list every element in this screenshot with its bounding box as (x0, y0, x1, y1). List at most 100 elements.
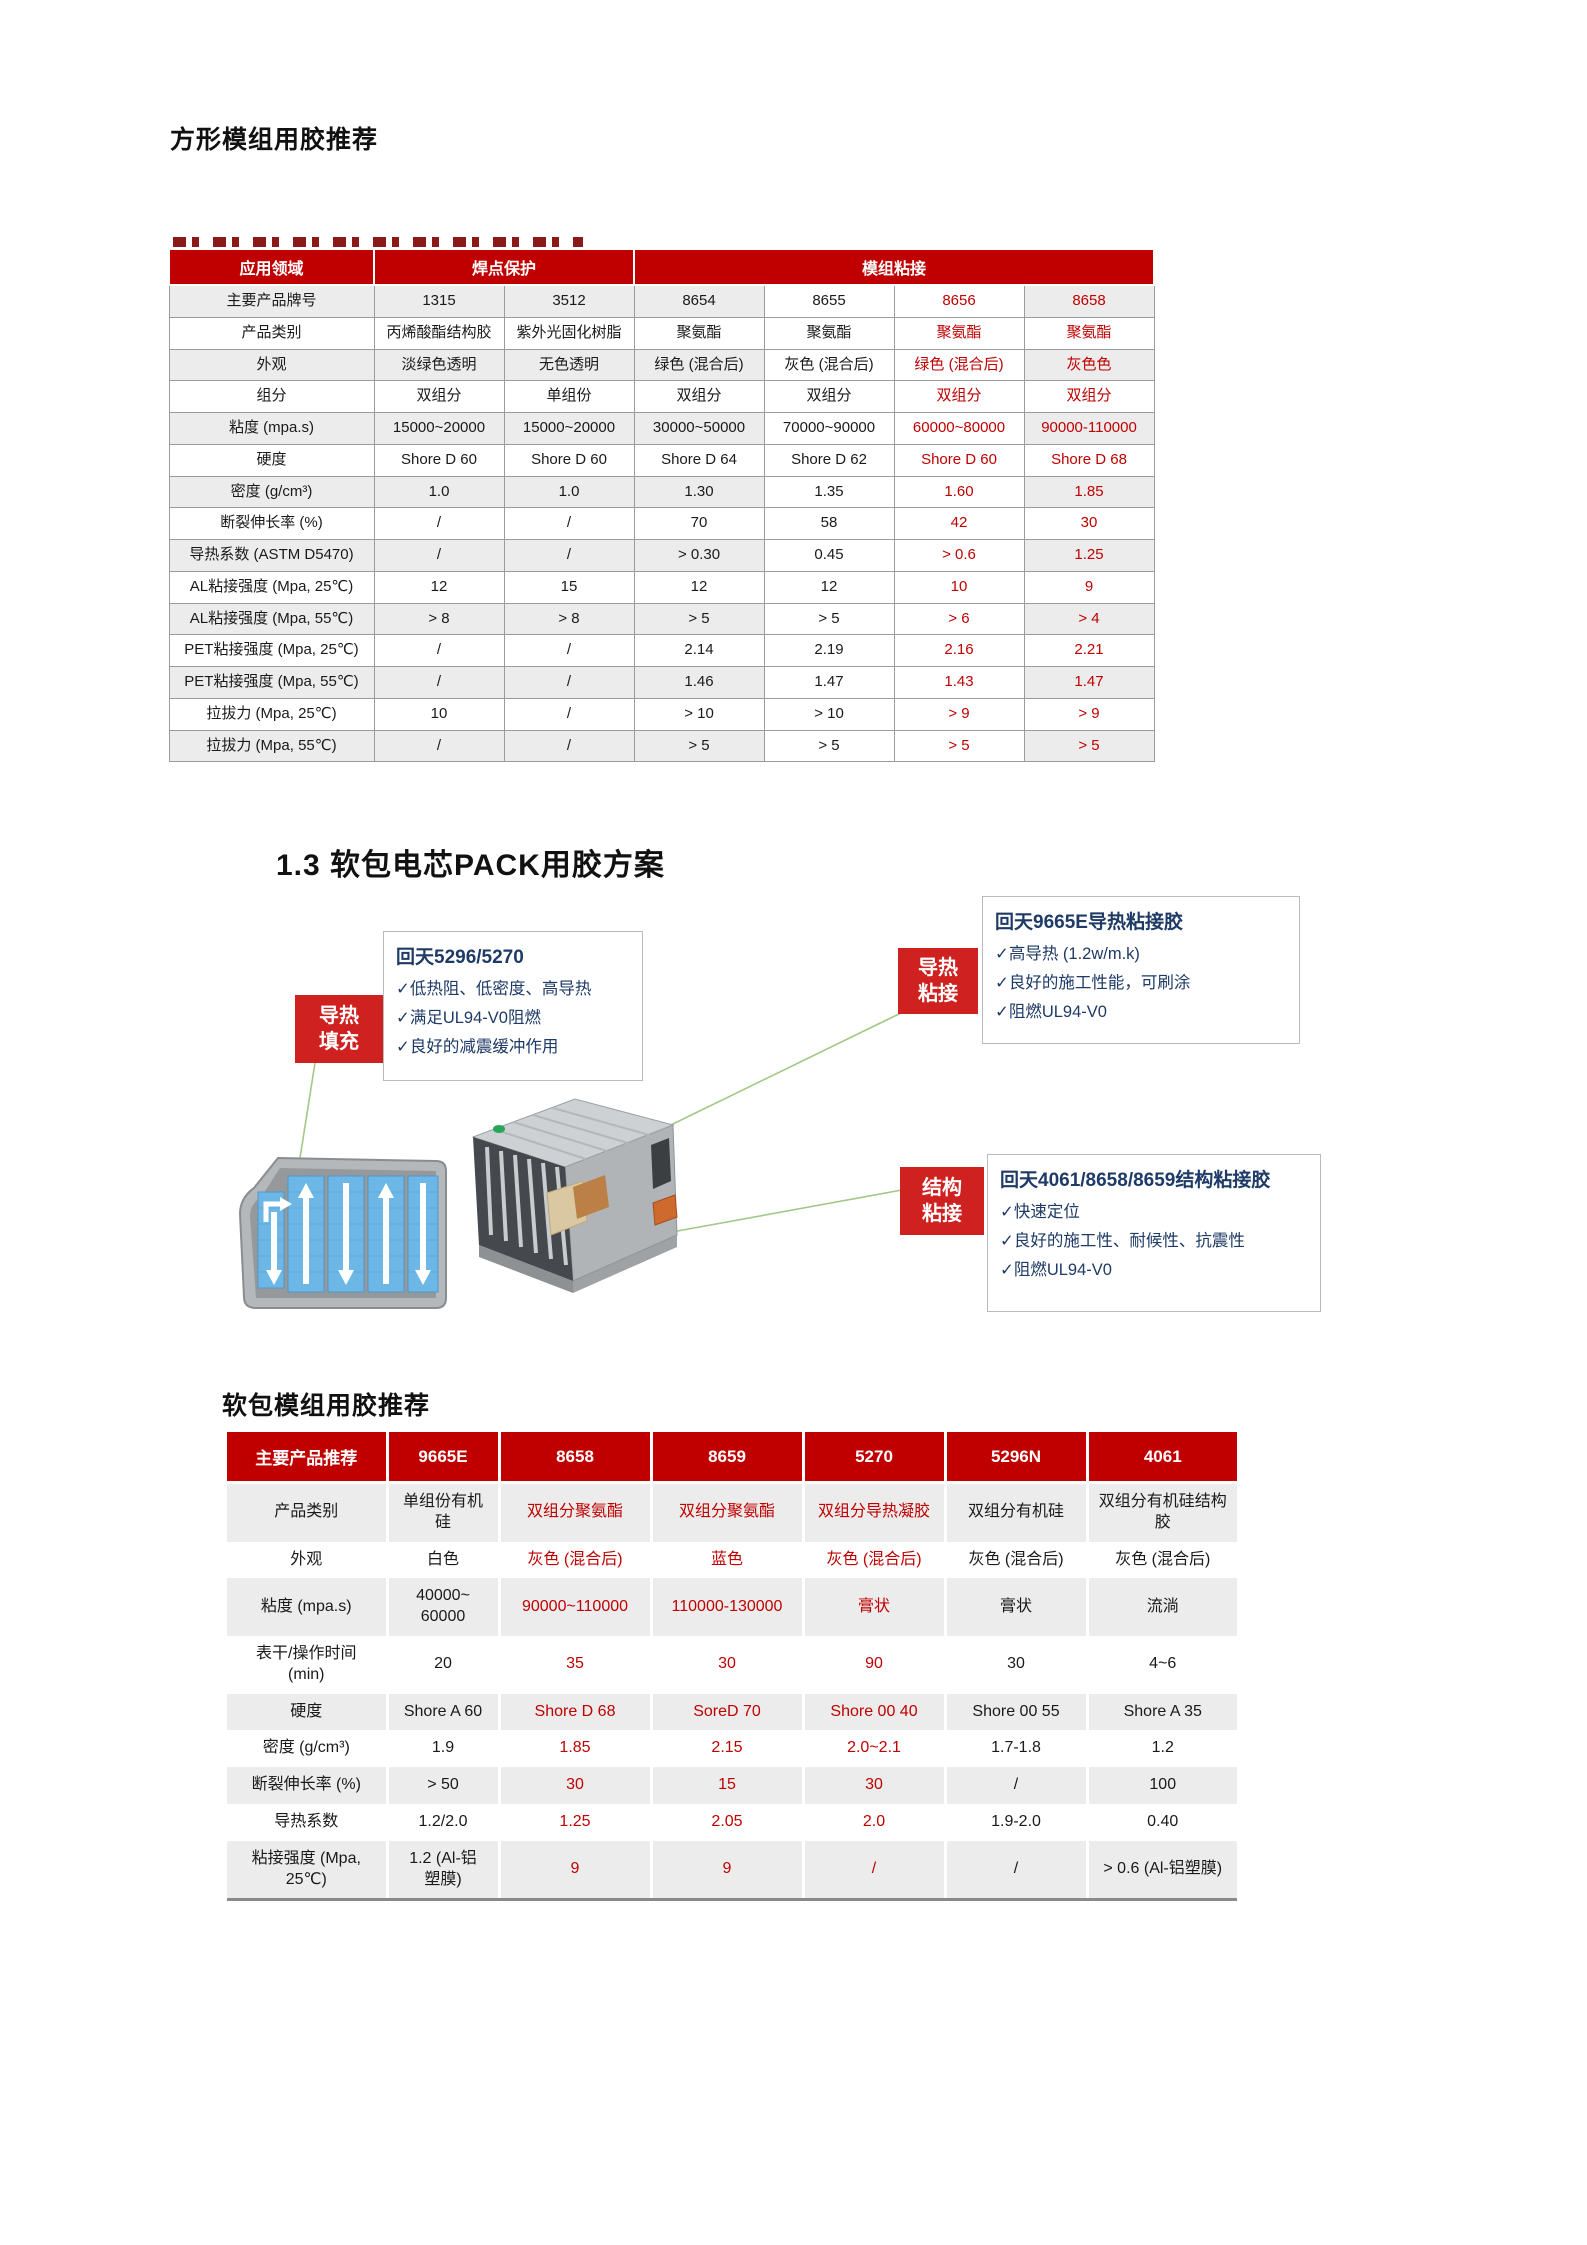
table-cell: 灰色 (混合后) (763, 348, 895, 382)
row-label: AL粘接强度 (Mpa, 55℃) (168, 602, 375, 636)
table-row: 硬度 Shore D 60 Shore D 60 Shore D 64 Shore D … (168, 443, 1155, 477)
table-cell: > 10 (763, 697, 895, 731)
table-cell: Shore A 60 (385, 1693, 499, 1731)
callout-title: 回天4061/8658/8659结构粘接胶 (1000, 1170, 1271, 1191)
table-cell: 蓝色 (649, 1541, 803, 1579)
table-cell: 2.14 (633, 634, 765, 667)
tag-structural-bonding: 结构 粘接 (900, 1167, 984, 1235)
row-label: 粘接强度 (Mpa, 25℃) (227, 1840, 387, 1902)
row-label: 外观 (168, 348, 375, 382)
callout-box-9665e: 回天9665E导热粘接胶 ✓高导热 (1.2w/m.k) ✓良好的施工性能，可刷涂… (982, 896, 1300, 1044)
table-cell: 1.35 (763, 475, 895, 509)
table-cell: 聚氨酯 (1023, 316, 1155, 350)
row-label: 断裂伸长率 (%) (168, 507, 375, 540)
column-group-solder-protection: 焊点保护 (372, 248, 636, 286)
table-cell: 双组分 (633, 380, 765, 413)
table-cell: 2.19 (763, 634, 895, 667)
table-cell: 90000-110000 (1023, 412, 1155, 445)
table-cell: 9 (649, 1840, 803, 1902)
table-cell: > 6 (893, 602, 1025, 636)
callout-bullet-list: ✓低热阻、低密度、高导热 ✓满足UL94-V0阻燃 ✓良好的减震缓冲作用 (396, 975, 630, 1062)
table-cell: > 9 (893, 697, 1025, 731)
column-header: 8659 (649, 1432, 803, 1484)
table-cell: 42 (893, 507, 1025, 540)
table-cell: > 5 (633, 602, 765, 636)
table-row: PET粘接强度 (Mpa, 55℃) //1.46 1.47 1.43 1.47 (168, 666, 1155, 699)
table-cell: 30 (497, 1767, 651, 1804)
table-cell: 2.05 (649, 1803, 803, 1841)
table-cell: 1.2 (Al-铝 塑膜) (385, 1840, 499, 1902)
table-cell: > 50 (385, 1767, 499, 1804)
table-cell: > 5 (763, 602, 895, 636)
flow-arrow-icons (263, 1183, 431, 1285)
battery-module-image (455, 1085, 685, 1305)
table-cell: 2.16 (893, 634, 1025, 667)
tag-thermal-bonding: 导热 粘接 (898, 948, 978, 1014)
tag-label-line: 结构 (922, 1177, 962, 1199)
table-cell: 70 (633, 507, 765, 540)
table-cell: > 5 (763, 729, 895, 763)
row-label: 粘度 (mpa.s) (227, 1578, 387, 1636)
table-row: 断裂伸长率 (%) //70 58 42 30 (168, 507, 1155, 540)
table-cell: / (373, 666, 505, 699)
table-cell: 8654 (633, 284, 765, 318)
table-cell: 1.85 (1023, 475, 1155, 509)
table-row: 产品类别 单组份有机 硅双组分聚氨酯 双组分聚氨酯 双组分导热凝胶 双组分有机硅 双组分有… (227, 1482, 1237, 1542)
battery-pack-tray-image (230, 1152, 452, 1319)
table-cell: 15 (649, 1767, 803, 1804)
table-cell: 聚氨酯 (633, 316, 765, 350)
table-row: 断裂伸长率 (%) > 50 30 15 30/100 (227, 1767, 1237, 1804)
table1-header: 应用领域 焊点保护 模组粘接 (168, 248, 1156, 286)
table-row: 外观 淡绿色透明 无色透明 绿色 (混合后) 灰色 (混合后) 绿色 (混合后) 灰色色 (168, 348, 1155, 382)
row-label: 断裂伸长率 (%) (227, 1767, 387, 1804)
table-cell: 35 (497, 1635, 651, 1694)
table-cell: / (943, 1840, 1087, 1902)
table-cell: 8656 (893, 284, 1025, 318)
table-cell: > 4 (1023, 602, 1155, 636)
table1-body: 主要产品牌号 1315 3512 8654 8655 8656 8658 产品类别 丙烯酸酯结构… (168, 284, 1155, 763)
tag-label-line: 导热 (319, 1005, 359, 1027)
table-cell: 1.2/2.0 (385, 1803, 499, 1841)
table-cell: 1.9-2.0 (943, 1803, 1087, 1841)
table-cell: > 5 (1023, 729, 1155, 763)
row-label: 表干/操作时间 (min) (227, 1635, 387, 1694)
table-cell: 膏状 (943, 1578, 1087, 1636)
table-cell: 2.0 (801, 1803, 945, 1841)
table-cell: Shore D 62 (763, 443, 895, 477)
table-cell: Shore A 35 (1085, 1693, 1237, 1731)
column-header: 9665E (385, 1432, 499, 1484)
table-cell: / (373, 507, 505, 540)
table-cell: 9 (1023, 570, 1155, 604)
row-label: PET粘接强度 (Mpa, 25℃) (168, 634, 375, 667)
callout-bullet-list: ✓高导热 (1.2w/m.k) ✓良好的施工性能，可刷涂 ✓阻燃UL94-V0 (995, 940, 1287, 1027)
table-cell: / (503, 697, 635, 731)
table-cell: 1.25 (1023, 539, 1155, 572)
tag-label-line: 填充 (319, 1031, 359, 1053)
column-header: 8658 (497, 1432, 651, 1484)
table-cell: 3512 (503, 284, 635, 318)
table-cell: SoreD 70 (649, 1693, 803, 1731)
table-cell: 聚氨酯 (893, 316, 1025, 350)
table-cell: 1.43 (893, 666, 1025, 699)
table-cell: 丙烯酸酯结构胶 (373, 316, 505, 350)
table-cell: 绿色 (混合后) (893, 348, 1025, 382)
table-row: 导热系数 (ASTM D5470) / / > 0.30 0.45 > 0.6 1.25 (168, 539, 1155, 572)
table-cell: 0.45 (763, 539, 895, 572)
table-cell: 15000~20000 (373, 412, 505, 445)
row-label: 密度 (g/cm³) (227, 1730, 387, 1768)
table-cell: 单组份 (503, 380, 635, 413)
table-row: 粘接强度 (Mpa, 25℃) 1.2 (Al-铝 塑膜) 9 9// > 0.6 (A… (227, 1840, 1237, 1902)
table-row: 主要产品牌号 1315 3512 8654 8655 8656 8658 (168, 284, 1155, 318)
row-label: 粘度 (mpa.s) (168, 412, 375, 445)
table-cell: 双组分有机硅 (943, 1482, 1087, 1542)
table-row: AL粘接强度 (Mpa, 55℃) > 8 > 8 > 5 > 5 > 6 > 4 (168, 602, 1155, 636)
table-row: 粘度 (mpa.s) 40000~ 60000 90000~110000 110000… (227, 1578, 1237, 1636)
table-cell: 10 (893, 570, 1025, 604)
square-module-adhesive-table: 应用领域 焊点保护 模组粘接 主要产品牌号 1315 3512 8654 8655 865… (168, 248, 1156, 763)
table2-body: 产品类别 单组份有机 硅双组分聚氨酯 双组分聚氨酯 双组分导热凝胶 双组分有机硅 双组分有… (227, 1482, 1237, 1902)
table-cell: / (373, 634, 505, 667)
feature-bullet: ✓良好的施工性、耐候性、抗震性 (1000, 1231, 1245, 1250)
table-cell: Shore D 60 (373, 443, 505, 477)
table-cell: 灰色 (混合后) (1085, 1541, 1237, 1579)
